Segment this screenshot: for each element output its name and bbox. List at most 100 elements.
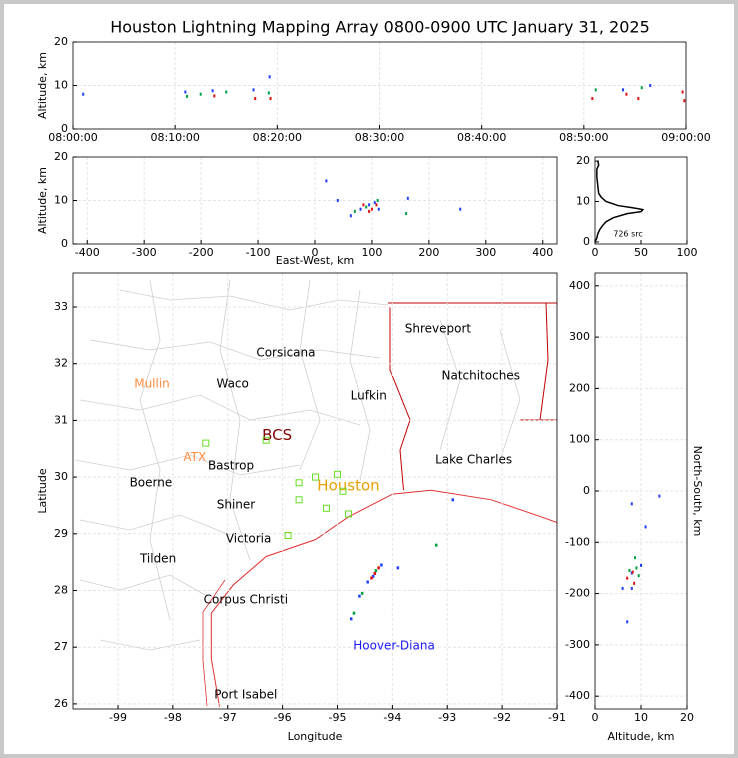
- source-point: [628, 569, 631, 573]
- source-point: [630, 502, 633, 506]
- x-tick-label: 100: [361, 246, 382, 259]
- x-axis-label: Longitude: [288, 730, 343, 743]
- source-point: [637, 574, 640, 578]
- y-tick-label: 29: [54, 527, 68, 540]
- place-label: Natchitoches: [441, 369, 519, 383]
- y-tick-label: 0: [583, 235, 590, 248]
- y-tick-label: 100: [569, 433, 590, 446]
- y-axis-label: Altitude, km: [36, 167, 49, 234]
- source-point: [380, 563, 383, 567]
- source-point: [625, 92, 628, 96]
- x-tick-label: 200: [418, 246, 439, 259]
- source-count: 726 src: [613, 230, 643, 239]
- x-tick-label: 20: [680, 711, 694, 724]
- source-point: [630, 586, 633, 590]
- source-point: [626, 576, 629, 580]
- place-label: Shiner: [217, 497, 256, 511]
- source-point: [368, 203, 371, 207]
- y-tick-label: 26: [54, 697, 68, 710]
- x-tick-label: -92: [493, 711, 511, 724]
- station: [284, 532, 292, 540]
- barrier-island: [202, 579, 226, 707]
- y-tick-label: 20: [54, 150, 68, 163]
- plot-frame: [72, 272, 558, 710]
- source-point: [370, 207, 373, 211]
- place-label: BCS: [262, 426, 292, 444]
- x-tick-label: -98: [164, 711, 182, 724]
- source-point: [268, 75, 271, 79]
- x-tick-label: -96: [274, 711, 292, 724]
- source-point: [254, 97, 257, 101]
- y-tick-label: 20: [576, 154, 590, 167]
- place-label: Boerne: [130, 475, 173, 489]
- source-point: [199, 92, 202, 96]
- y-tick-label: 10: [576, 195, 590, 208]
- source-point: [683, 99, 686, 103]
- x-tick-label: 300: [475, 246, 496, 259]
- station: [339, 487, 347, 495]
- y-axis-label: North-South, km: [691, 446, 704, 537]
- panel: 08:00:00 08:10:00 08:20:00 08:30:00 08:40:00…: [36, 35, 711, 144]
- source-point: [269, 97, 272, 101]
- source-point: [681, 90, 684, 94]
- x-axis-label: Altitude, km: [607, 730, 674, 743]
- y-tick-label: -400: [565, 689, 590, 702]
- place-label: Victoria: [226, 531, 272, 545]
- place-label: Mullin: [134, 377, 170, 391]
- source-point: [377, 207, 380, 211]
- x-tick-label: -300: [132, 246, 157, 259]
- place-label: Shreveport: [405, 322, 472, 336]
- x-tick-label: -97: [219, 711, 237, 724]
- source-point: [640, 563, 642, 567]
- source-point: [637, 97, 640, 101]
- y-tick-label: 33: [54, 300, 68, 313]
- source-point: [649, 84, 652, 87]
- source-point: [366, 580, 369, 584]
- source-point: [368, 209, 371, 213]
- x-tick-label: 09:00:00: [661, 131, 710, 144]
- y-tick-label: 400: [569, 279, 590, 292]
- source-point: [405, 212, 408, 216]
- y-tick-label: 28: [54, 584, 68, 597]
- source-point: [375, 203, 378, 207]
- source-point: [373, 571, 377, 575]
- x-tick-label: -91: [548, 711, 566, 724]
- x-tick-label: -95: [329, 711, 347, 724]
- y-tick-label: 10: [54, 79, 68, 92]
- y-tick-label: -300: [565, 638, 590, 651]
- source-point: [358, 594, 361, 598]
- x-tick-label: 10: [634, 711, 648, 724]
- place-label: Waco: [216, 377, 248, 391]
- source-point: [435, 543, 438, 547]
- place-label: Bastrop: [208, 458, 254, 472]
- place-label: Houston: [317, 477, 379, 495]
- coastline: [210, 489, 557, 707]
- source-point: [621, 88, 624, 92]
- x-tick-label: -400: [75, 246, 100, 259]
- y-tick-label: 0: [61, 237, 68, 250]
- source-point: [186, 94, 189, 98]
- source-point: [594, 88, 597, 92]
- x-tick-label: 08:50:00: [559, 131, 608, 144]
- y-tick-label: 0: [61, 122, 68, 135]
- place-label: Corpus Christi: [204, 593, 289, 607]
- source-point: [633, 581, 636, 585]
- source-point: [359, 207, 362, 211]
- y-tick-label: 27: [54, 640, 68, 653]
- station: [295, 479, 303, 487]
- station: [202, 439, 210, 447]
- source-point: [370, 576, 373, 580]
- place-label: Lake Charles: [435, 453, 512, 467]
- x-tick-label: 08:20:00: [253, 131, 302, 144]
- source-point: [406, 196, 409, 200]
- y-tick-label: 20: [54, 35, 68, 48]
- panel: -99 -98 -97 -96 -95 -94 -93 -92 -91 26 27 28 29 30 31 3…: [36, 272, 566, 743]
- y-tick-label: 10: [54, 194, 68, 207]
- y-tick-label: 200: [569, 381, 590, 394]
- place-label: Corsicana: [256, 345, 315, 359]
- source-point: [451, 498, 454, 502]
- panel: -400 -300 -200 -100 0 100 200 300 400 0 10 20 East-W…: [36, 150, 558, 267]
- x-tick-label: 08:00:00: [48, 131, 97, 144]
- station: [333, 470, 341, 478]
